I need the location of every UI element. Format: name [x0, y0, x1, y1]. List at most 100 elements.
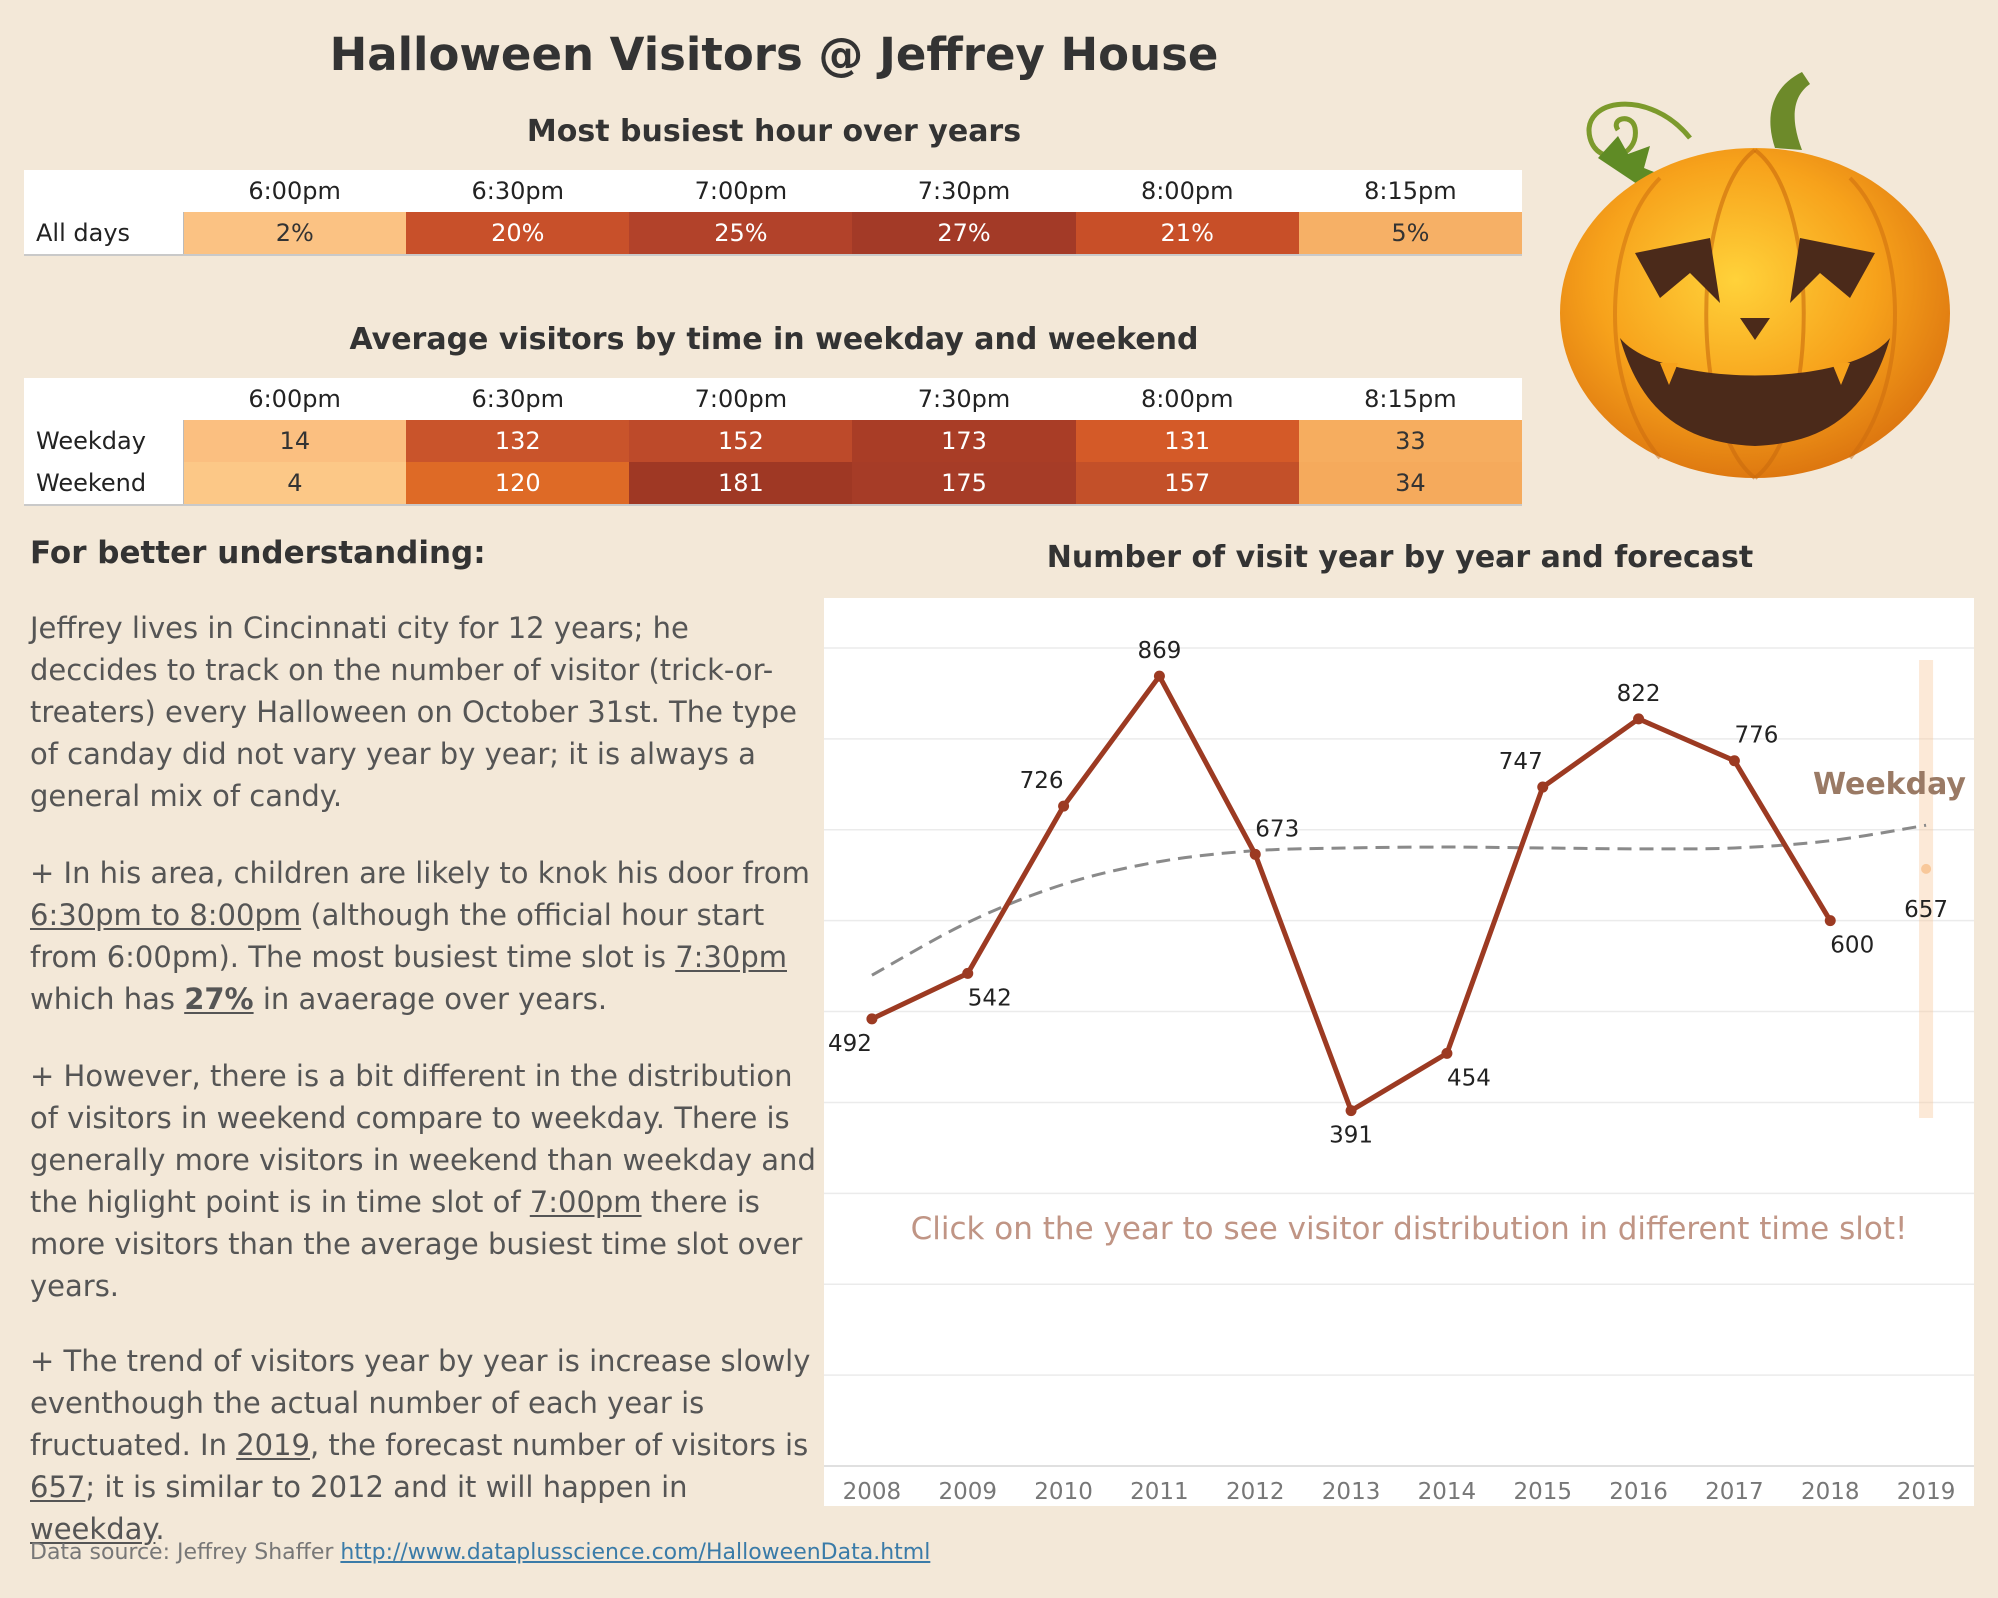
data-label: 822 [1617, 681, 1661, 707]
heat-cell: 20% [406, 212, 630, 256]
heat-cell: 14 [183, 420, 407, 462]
paragraph-text: (although the official hour start from 6… [30, 898, 765, 974]
heat-cell: 27% [852, 212, 1076, 256]
table2-col-header: 8:15pm [1364, 385, 1457, 413]
x-tick-label: 2016 [1609, 1479, 1668, 1505]
table1-col-header: 6:30pm [471, 177, 564, 205]
paragraph-text: + The trend of visitors year by year is … [30, 1344, 811, 1462]
series-line [870, 673, 1833, 1114]
table1-col-header: 7:00pm [694, 177, 788, 205]
data-point [1633, 713, 1645, 725]
table2-col-header: 6:30pm [471, 385, 564, 413]
data-point [1728, 755, 1740, 767]
data-label: 600 [1830, 933, 1874, 959]
paragraph-text: . [155, 1512, 165, 1546]
busiest-hour-table: 6:00pm 6:30pm 7:00pm 7:30pm 8:00pm 8:15p… [24, 170, 1522, 256]
paragraph-text: there is more visitors than the average … [30, 1185, 803, 1303]
x-tick-label: 2011 [1130, 1479, 1189, 1505]
heat-cell: 25% [629, 212, 853, 256]
data-point [1824, 915, 1836, 927]
x-tick-label: 2015 [1513, 1479, 1572, 1505]
heat-cell: 2% [183, 212, 407, 256]
chart-title: Number of visit year by year and forecas… [1046, 540, 1754, 575]
understanding-heading: For better understanding: [30, 535, 486, 571]
data-label: 776 [1734, 723, 1778, 749]
data-point [1345, 1105, 1357, 1117]
forecast-weekday-label: Weekday [1813, 767, 1966, 802]
heat-cell: 157 [1075, 462, 1299, 506]
heat-cell: 21% [1075, 212, 1299, 256]
highlight-percentage: 27% [184, 982, 254, 1016]
data-label: 391 [1329, 1123, 1373, 1149]
paragraph-busiest-hour: + In his area, children are likely to kn… [30, 852, 820, 1020]
paragraph-weekend-weekday: + However, there is a bit different in t… [30, 1055, 820, 1307]
data-label: 542 [968, 985, 1012, 1011]
forecast-band [1919, 660, 1934, 1118]
trend-line [871, 823, 1927, 977]
table1-col-header: 7:30pm [917, 177, 1011, 205]
highlight-forecast-year: 2019 [236, 1428, 310, 1462]
heat-cell: 132 [406, 420, 630, 462]
table1-corner [24, 170, 183, 212]
source-label: Data source: Jeffrey Shaffer [30, 1540, 341, 1565]
table-row: Weekday 14 132 152 173 131 33 [24, 420, 1522, 462]
data-point [1058, 800, 1070, 812]
heat-cell: 34 [1298, 462, 1522, 506]
x-tick-label: 2014 [1418, 1479, 1477, 1505]
row-label-weekday: Weekday [24, 420, 184, 462]
heat-cell: 181 [629, 462, 853, 506]
x-tick-label: 2010 [1034, 1479, 1093, 1505]
table2-corner [24, 378, 183, 420]
data-point [1441, 1047, 1453, 1059]
data-point [1249, 848, 1261, 860]
table2-col-header: 6:00pm [248, 385, 341, 413]
data-label: 492 [828, 1031, 872, 1057]
weekday-weekend-table: 6:00pm 6:30pm 7:00pm 7:30pm 8:00pm 8:15p… [24, 378, 1522, 506]
x-tick-label: 2012 [1226, 1479, 1285, 1505]
table1-title: Most busiest hour over years [526, 114, 1022, 149]
table1-col-header: 8:00pm [1140, 177, 1234, 205]
source-link[interactable]: http://www.dataplusscience.com/Halloween… [340, 1540, 931, 1565]
highlight-busiest-slot: 7:30pm [675, 940, 787, 974]
data-source: Data source: Jeffrey Shaffer http://www.… [30, 1540, 930, 1565]
highlight-weekend-slot: 7:00pm [529, 1185, 642, 1219]
paragraph-trend: + The trend of visitors year by year is … [30, 1340, 820, 1550]
x-tick-label: 2019 [1897, 1479, 1956, 1505]
data-label: 726 [1020, 768, 1064, 794]
x-tick-label: 2009 [938, 1479, 997, 1505]
x-tick-label: 2013 [1322, 1479, 1381, 1505]
table1-col-header: 6:00pm [248, 177, 341, 205]
forecast-value-label: 657 [1904, 897, 1948, 923]
heat-cell: 131 [1075, 420, 1299, 462]
heat-cell: 33 [1298, 420, 1522, 462]
row-label-weekend: Weekend [24, 462, 184, 506]
heat-cell: 120 [406, 462, 630, 506]
heat-cell: 173 [852, 420, 1076, 462]
paragraph-text: ; it is similar to 2012 and it will happ… [85, 1470, 688, 1504]
highlight-time-range: 6:30pm to 8:00pm [30, 898, 302, 932]
heat-cell: 4 [183, 462, 407, 506]
paragraph-text: + However, there is a bit different in t… [30, 1059, 816, 1219]
row-label-all-days: All days [24, 212, 184, 256]
page-title: Halloween Visitors @ Jeffrey House [329, 28, 1219, 81]
data-label: 747 [1499, 749, 1543, 775]
data-label: 869 [1137, 638, 1181, 664]
table2-col-header: 7:00pm [694, 385, 788, 413]
heat-cell: 5% [1298, 212, 1522, 256]
heat-cell: 175 [852, 462, 1076, 506]
data-point [866, 1013, 878, 1025]
table1-col-header: 8:15pm [1364, 177, 1457, 205]
data-point [1537, 781, 1549, 793]
x-tick-label: 2008 [843, 1479, 902, 1505]
x-tick-label: 2017 [1705, 1479, 1764, 1505]
table-row: All days 2% 20% 25% 27% 21% 5% [24, 212, 1522, 256]
paragraph-text: which has [30, 982, 185, 1016]
data-point [962, 967, 974, 979]
x-tick-label: 2018 [1801, 1479, 1860, 1505]
data-label: 673 [1255, 816, 1299, 842]
forecast-point [1921, 863, 1932, 874]
jack-o-lantern-icon [1560, 72, 1950, 480]
data-label: 454 [1447, 1065, 1491, 1091]
paragraph-text: + In his area, children are likely to kn… [30, 856, 810, 890]
table-row: Weekend 4 120 181 175 157 34 [24, 462, 1522, 506]
